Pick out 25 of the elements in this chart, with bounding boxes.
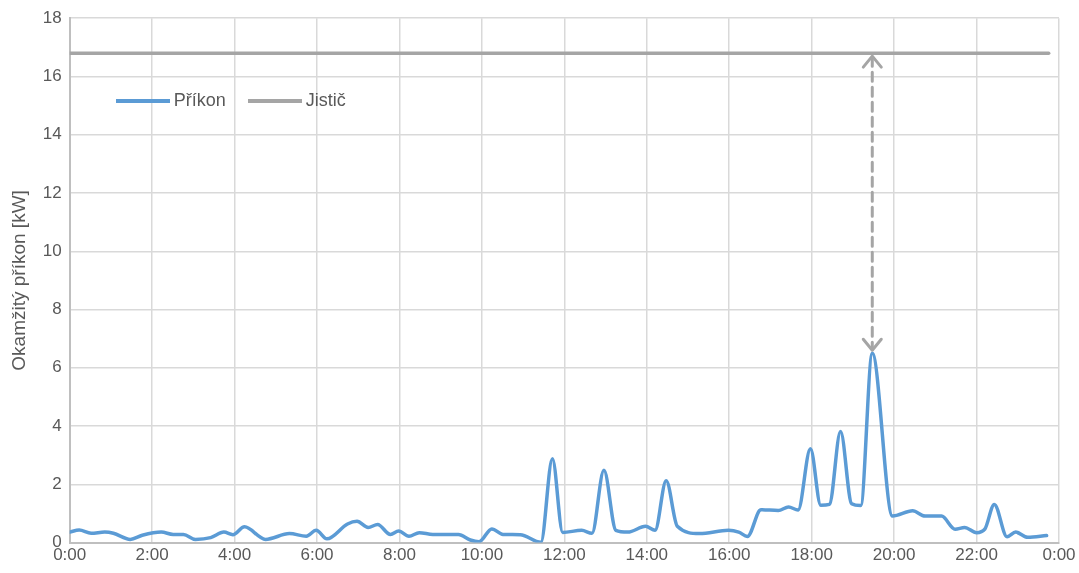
y-tick-label: 4 xyxy=(52,415,62,435)
y-tick-label: 18 xyxy=(42,7,62,27)
y-tick-label: 14 xyxy=(42,124,62,144)
x-tick-label: 16:00 xyxy=(707,545,751,565)
y-tick-label: 16 xyxy=(42,66,62,86)
x-tick-label: 18:00 xyxy=(790,545,833,565)
x-tick-label: 0:00 xyxy=(1042,545,1076,565)
y-tick-label: 2 xyxy=(52,474,62,494)
x-tick-label: 6:00 xyxy=(300,545,334,565)
legend-label: Příkon xyxy=(173,90,226,112)
y-tick-label: 12 xyxy=(42,182,62,202)
x-tick-label: 2:00 xyxy=(135,545,169,565)
line-series xyxy=(69,351,1049,543)
x-tick-label: 12:00 xyxy=(543,545,586,565)
x-tick-label: 20:00 xyxy=(872,545,916,565)
x-tick-label: 22:00 xyxy=(955,545,998,565)
y-axis-title: Okamžitý příkon [kW] xyxy=(7,190,29,371)
x-tick-label: 10:00 xyxy=(460,545,504,565)
x-tick-label: 14:00 xyxy=(625,545,669,565)
y-tick-label: 8 xyxy=(52,299,62,319)
legend-label: Jistič xyxy=(305,90,346,112)
y-tick-label: 6 xyxy=(52,357,62,377)
x-tick-label: 8:00 xyxy=(382,545,417,565)
x-tick-label: 4:00 xyxy=(218,545,252,565)
y-tick-label: 10 xyxy=(42,240,62,260)
